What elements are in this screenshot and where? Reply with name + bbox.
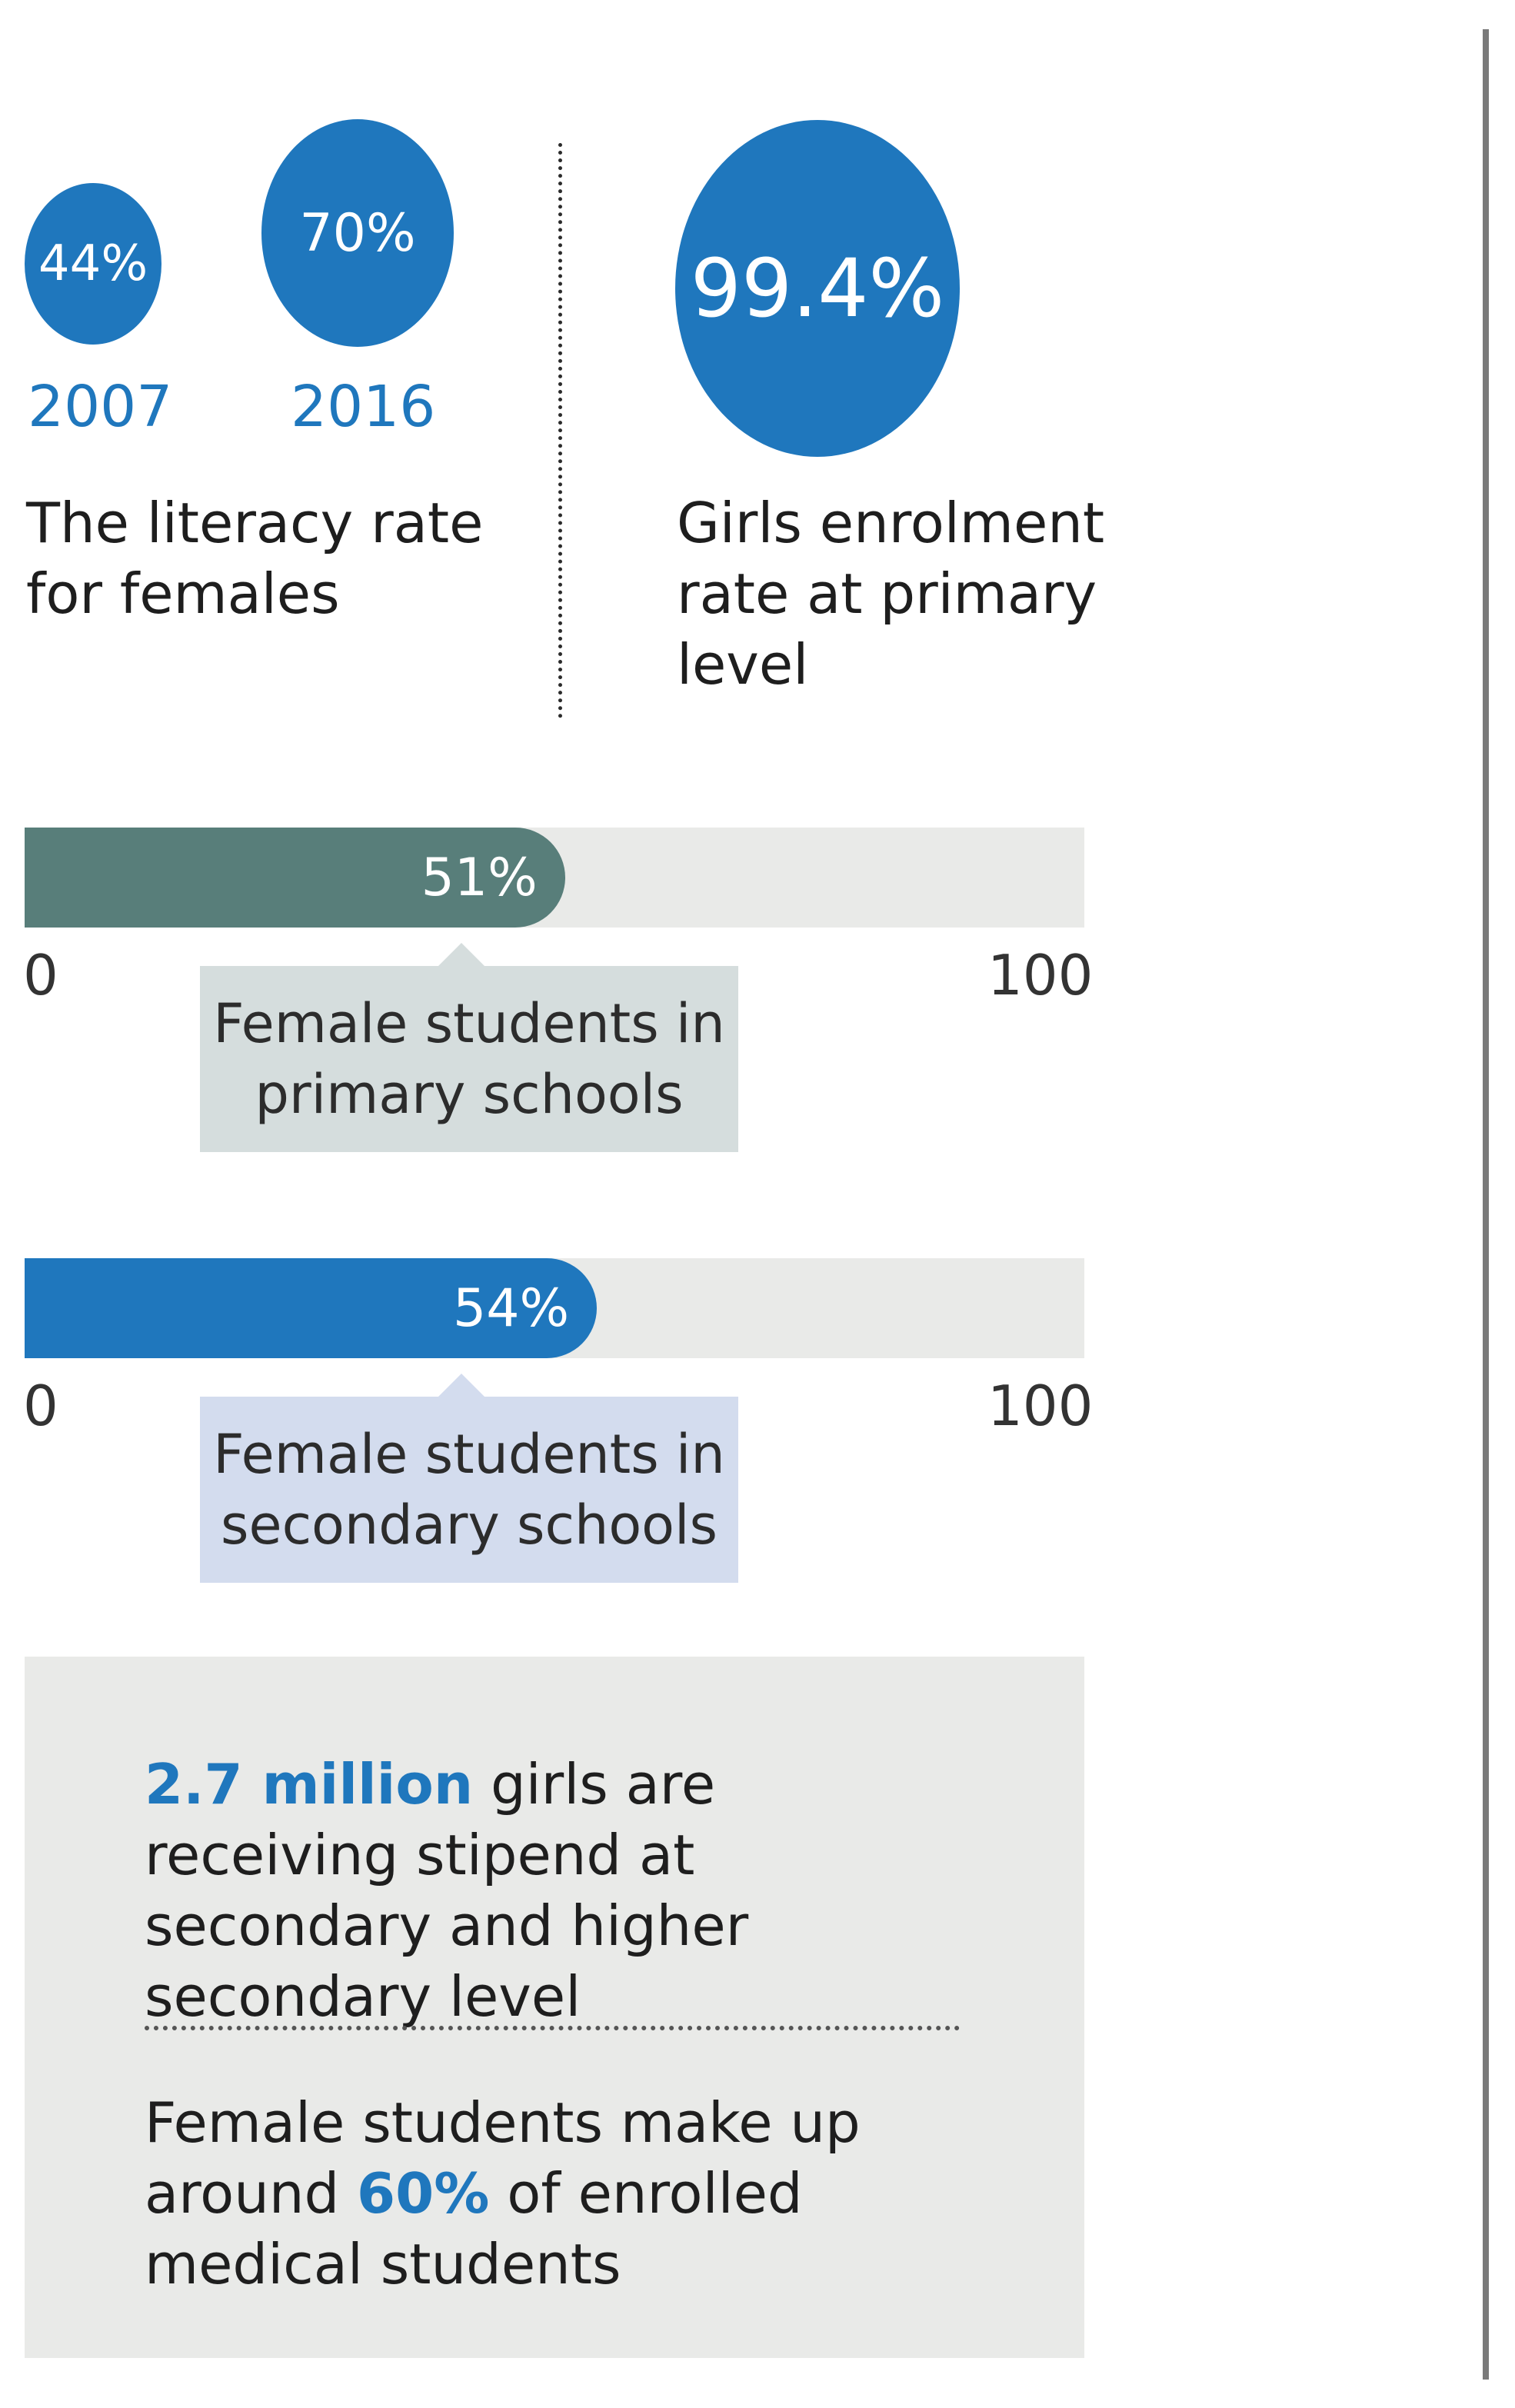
facts-panel: 2.7 million girls are receiving stipend …	[25, 1657, 1084, 2358]
primary-bar-track: 51%	[25, 828, 1084, 928]
secondary-tick-0: 0	[23, 1374, 58, 1438]
enrolment-circle: 99.4%	[675, 120, 960, 457]
right-border-line	[1483, 29, 1489, 2380]
stipend-fact: 2.7 million girls are receiving stipend …	[145, 1749, 960, 2032]
secondary-callout: Female students in secondary schools	[200, 1374, 738, 1583]
secondary-bar-track: 54%	[25, 1258, 1084, 1358]
medical-fact: Female students make up around 60% of en…	[145, 2087, 975, 2300]
enrolment-value: 99.4%	[690, 241, 945, 335]
literacy-2016-year: 2016	[291, 374, 436, 440]
secondary-tick-100: 100	[987, 1374, 1094, 1438]
primary-tick-100: 100	[987, 943, 1094, 1007]
primary-tick-0: 0	[23, 943, 58, 1007]
literacy-2007-value: 44%	[38, 235, 148, 292]
secondary-bar-fill: 54%	[25, 1258, 598, 1358]
primary-callout: Female students in primary schools	[200, 943, 738, 1152]
medical-text-after: of enrolled medical students	[145, 2161, 803, 2296]
stipend-highlight: 2.7 million	[145, 1752, 474, 1817]
medical-highlight: 60%	[357, 2161, 490, 2226]
literacy-2016-circle: 70%	[261, 119, 454, 347]
literacy-2007-circle: 44%	[25, 183, 161, 345]
primary-bar-value-label: 51%	[421, 847, 538, 908]
primary-bar-fill: 51%	[25, 828, 565, 928]
dotted-separator	[558, 143, 562, 718]
enrolment-caption: Girls enrolment rate at primary level	[677, 491, 1105, 697]
literacy-caption: The literacy rate for females	[26, 491, 484, 626]
literacy-2016-value: 70%	[299, 202, 416, 264]
secondary-bar-value-label: 54%	[452, 1277, 570, 1339]
medical-text-before: Female students make up around	[145, 2090, 861, 2226]
stipend-text: girls are receiving stipend at secondary…	[145, 1752, 749, 2029]
literacy-2007-year: 2007	[28, 374, 173, 440]
facts-dotted-rule	[145, 2026, 960, 2030]
